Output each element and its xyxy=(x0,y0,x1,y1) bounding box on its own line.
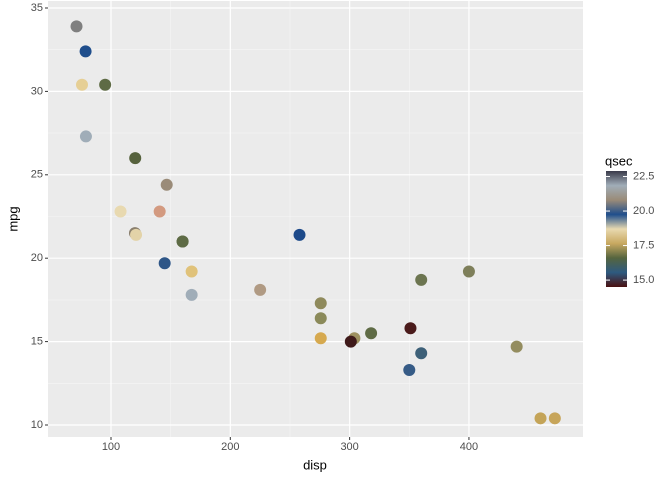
point xyxy=(534,412,547,425)
point xyxy=(99,78,112,91)
legend-label: 17.5 xyxy=(633,239,654,251)
point xyxy=(415,347,428,360)
point xyxy=(76,78,89,91)
point xyxy=(403,363,416,376)
y-tick-label: 30 xyxy=(31,85,43,97)
point xyxy=(254,283,267,296)
point xyxy=(79,130,92,143)
point xyxy=(130,228,143,241)
y-axis-title: mpg xyxy=(5,206,20,231)
legend-label: 15.0 xyxy=(633,274,654,286)
x-tick-label: 300 xyxy=(340,441,358,453)
x-tick-label: 200 xyxy=(221,441,239,453)
y-tick-label: 20 xyxy=(31,252,43,264)
point xyxy=(314,312,327,325)
x-tick-label: 100 xyxy=(102,441,120,453)
legend-title: qsec xyxy=(605,153,633,168)
legend-label: 22.5 xyxy=(633,170,654,182)
point xyxy=(79,45,92,58)
point xyxy=(510,340,523,353)
point xyxy=(70,20,83,33)
point xyxy=(314,332,327,345)
point xyxy=(176,235,189,248)
colorbar xyxy=(606,171,627,287)
point xyxy=(160,178,173,191)
point xyxy=(185,288,198,301)
point xyxy=(462,265,475,278)
point xyxy=(158,257,171,270)
y-tick-label: 15 xyxy=(31,335,43,347)
panel xyxy=(48,1,583,437)
point xyxy=(548,412,561,425)
point xyxy=(415,273,428,286)
y-tick-label: 35 xyxy=(31,2,43,14)
x-axis-title: disp xyxy=(303,457,327,472)
legend-label: 20.0 xyxy=(633,205,654,217)
point xyxy=(153,205,166,218)
point xyxy=(365,327,378,340)
x-tick-label: 400 xyxy=(460,441,478,453)
point xyxy=(185,265,198,278)
point xyxy=(293,228,306,241)
point xyxy=(114,205,127,218)
point xyxy=(404,322,417,335)
y-tick-label: 25 xyxy=(31,169,43,181)
point xyxy=(344,335,357,348)
y-tick-label: 10 xyxy=(31,419,43,431)
point xyxy=(314,297,327,310)
point xyxy=(129,152,142,165)
